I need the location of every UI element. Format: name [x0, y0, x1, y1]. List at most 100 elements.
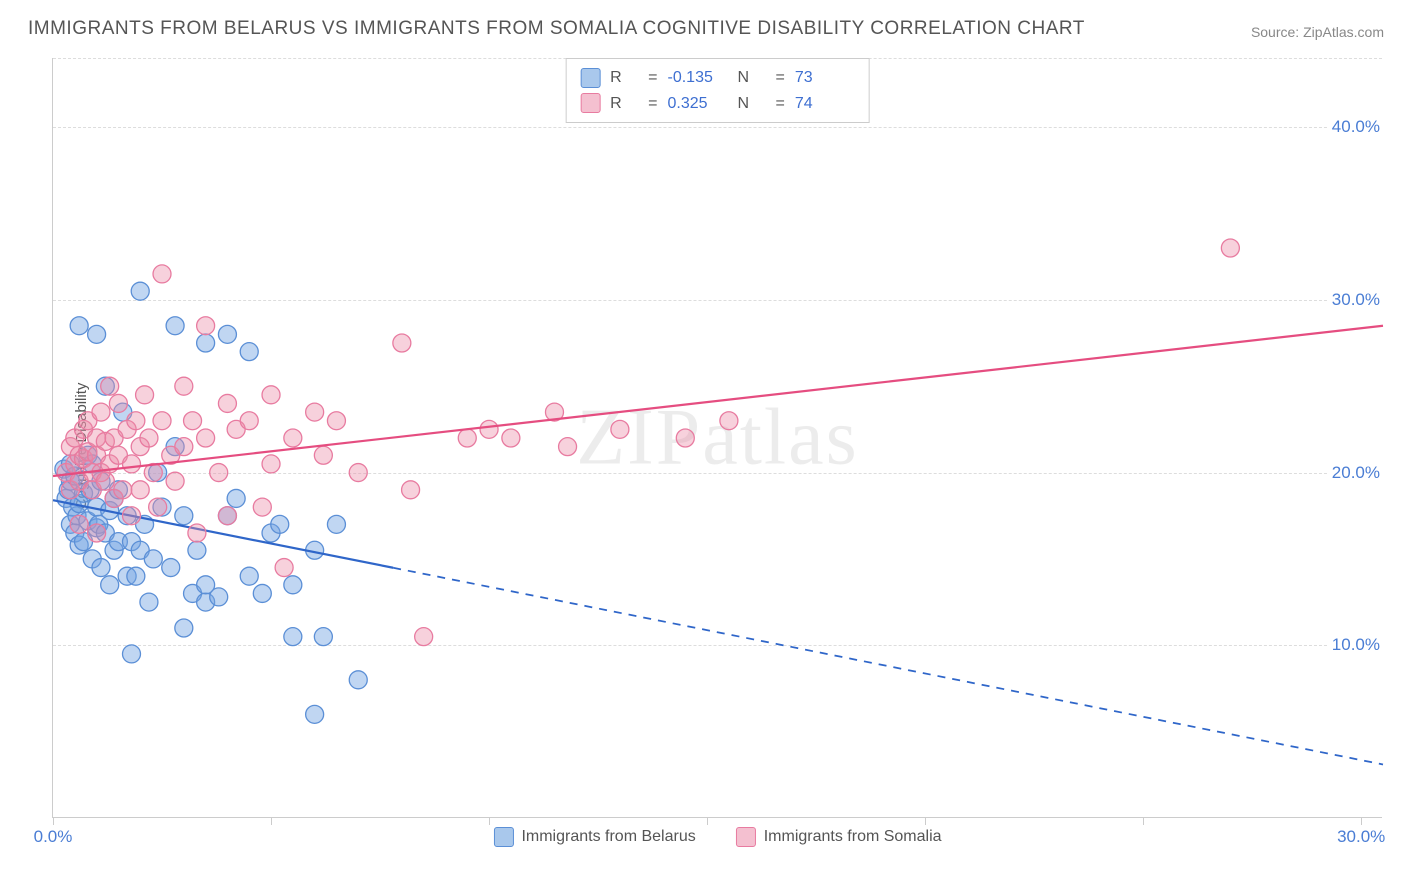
- scatter-point: [175, 619, 193, 637]
- scatter-point: [144, 550, 162, 568]
- swatch-belarus: [580, 68, 600, 88]
- scatter-point: [101, 377, 119, 395]
- scatter-point: [676, 429, 694, 447]
- scatter-point: [720, 412, 738, 430]
- scatter-point: [611, 420, 629, 438]
- scatter-point: [275, 559, 293, 577]
- equals-sign: =: [648, 91, 657, 117]
- bottom-legend: Immigrants from Belarus Immigrants from …: [493, 827, 941, 847]
- scatter-point: [240, 343, 258, 361]
- scatter-point: [314, 446, 332, 464]
- scatter-point: [127, 567, 145, 585]
- legend-item-belarus: Immigrants from Belarus: [493, 827, 695, 847]
- scatter-point: [197, 317, 215, 335]
- scatter-point: [240, 412, 258, 430]
- scatter-point: [559, 438, 577, 456]
- scatter-svg: [53, 58, 1382, 817]
- scatter-point: [262, 386, 280, 404]
- scatter-point: [70, 515, 88, 533]
- r-value-belarus: -0.135: [668, 65, 728, 91]
- scatter-point: [96, 472, 114, 490]
- scatter-point: [218, 325, 236, 343]
- scatter-point: [327, 412, 345, 430]
- scatter-point: [70, 317, 88, 335]
- scatter-point: [140, 429, 158, 447]
- scatter-point: [131, 481, 149, 499]
- corr-row-somalia: R = 0.325 N = 74: [580, 91, 855, 117]
- scatter-point: [162, 559, 180, 577]
- scatter-point: [327, 515, 345, 533]
- scatter-point: [314, 628, 332, 646]
- scatter-point: [101, 576, 119, 594]
- legend-item-somalia: Immigrants from Somalia: [736, 827, 942, 847]
- swatch-somalia: [580, 93, 600, 113]
- scatter-point: [253, 498, 271, 516]
- scatter-point: [166, 472, 184, 490]
- scatter-point: [175, 507, 193, 525]
- scatter-point: [306, 705, 324, 723]
- x-tick-label: 0.0%: [34, 827, 73, 847]
- scatter-point: [92, 403, 110, 421]
- scatter-point: [197, 576, 215, 594]
- scatter-point: [253, 584, 271, 602]
- scatter-point: [306, 403, 324, 421]
- scatter-point: [218, 507, 236, 525]
- n-value-somalia: 74: [795, 91, 855, 117]
- scatter-point: [88, 524, 106, 542]
- scatter-point: [166, 317, 184, 335]
- scatter-point: [393, 334, 411, 352]
- scatter-point: [149, 498, 167, 516]
- equals-sign: =: [648, 65, 657, 91]
- scatter-point: [1221, 239, 1239, 257]
- scatter-point: [175, 438, 193, 456]
- scatter-point: [197, 429, 215, 447]
- scatter-point: [122, 645, 140, 663]
- equals-sign: =: [776, 91, 785, 117]
- scatter-point: [153, 412, 171, 430]
- scatter-point: [349, 464, 367, 482]
- scatter-point: [188, 541, 206, 559]
- scatter-point: [458, 429, 476, 447]
- scatter-point: [153, 265, 171, 283]
- scatter-point: [415, 628, 433, 646]
- scatter-point: [284, 628, 302, 646]
- chart-title: IMMIGRANTS FROM BELARUS VS IMMIGRANTS FR…: [28, 18, 1085, 40]
- chart-plot-area: ZIPatlas 10.0%20.0%30.0%40.0% 0.0%30.0% …: [52, 58, 1382, 818]
- source-credit: Source: ZipAtlas.com: [1251, 24, 1384, 40]
- legend-label-somalia: Immigrants from Somalia: [764, 828, 942, 846]
- scatter-point: [127, 412, 145, 430]
- scatter-point: [210, 464, 228, 482]
- scatter-point: [140, 593, 158, 611]
- scatter-point: [114, 481, 132, 499]
- scatter-point: [188, 524, 206, 542]
- equals-sign: =: [776, 65, 785, 91]
- swatch-somalia: [736, 827, 756, 847]
- legend-label-belarus: Immigrants from Belarus: [521, 828, 695, 846]
- scatter-point: [227, 489, 245, 507]
- scatter-point: [240, 567, 258, 585]
- scatter-point: [88, 325, 106, 343]
- scatter-point: [122, 507, 140, 525]
- scatter-point: [271, 515, 289, 533]
- correlation-legend: R = -0.135 N = 73 R = 0.325 N = 74: [565, 58, 870, 123]
- scatter-point: [131, 282, 149, 300]
- n-label: N: [738, 65, 766, 91]
- n-value-belarus: 73: [795, 65, 855, 91]
- r-label: R: [610, 91, 638, 117]
- scatter-point: [349, 671, 367, 689]
- scatter-point: [136, 386, 154, 404]
- scatter-point: [284, 576, 302, 594]
- scatter-point: [122, 455, 140, 473]
- scatter-point: [109, 394, 127, 412]
- r-label: R: [610, 65, 638, 91]
- scatter-point: [284, 429, 302, 447]
- n-label: N: [738, 91, 766, 117]
- corr-row-belarus: R = -0.135 N = 73: [580, 65, 855, 91]
- scatter-point: [402, 481, 420, 499]
- scatter-point: [92, 559, 110, 577]
- trend-line-dashed: [393, 568, 1383, 765]
- scatter-point: [218, 394, 236, 412]
- scatter-point: [502, 429, 520, 447]
- scatter-point: [197, 334, 215, 352]
- scatter-point: [480, 420, 498, 438]
